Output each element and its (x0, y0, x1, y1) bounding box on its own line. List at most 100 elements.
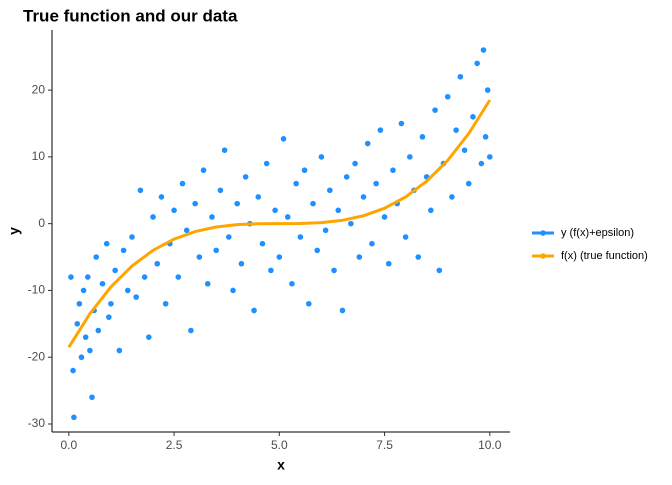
point (318, 154, 325, 160)
point (428, 207, 434, 214)
y-tick-label: 10 (32, 149, 46, 163)
point (196, 254, 203, 260)
point (93, 254, 100, 260)
point (486, 154, 493, 160)
point (68, 274, 74, 280)
point (89, 394, 95, 401)
point (373, 180, 379, 187)
point (251, 307, 257, 314)
point (348, 220, 354, 227)
point (369, 240, 375, 247)
point (297, 234, 304, 240)
point (116, 347, 123, 354)
point (95, 327, 102, 334)
point (230, 287, 236, 294)
point (301, 167, 308, 174)
point (112, 267, 118, 274)
point (480, 47, 487, 53)
point (284, 214, 291, 220)
point (70, 367, 76, 374)
point (268, 267, 274, 274)
point (289, 280, 295, 287)
point (137, 187, 144, 194)
point (238, 260, 245, 267)
point (87, 347, 93, 354)
point (234, 200, 241, 207)
point (82, 334, 89, 340)
point (390, 167, 396, 174)
point (402, 234, 409, 240)
point (133, 294, 139, 300)
point (419, 134, 426, 140)
point (470, 114, 476, 120)
point (171, 207, 177, 214)
y-axis-label: y (6, 227, 22, 235)
y-tick-label: -30 (28, 416, 46, 430)
point (99, 280, 106, 287)
x-tick-label: 2.5 (166, 438, 183, 452)
legend-key-point (540, 230, 546, 236)
point (183, 227, 190, 234)
point (385, 260, 392, 267)
point (398, 120, 405, 127)
point (465, 180, 472, 187)
point (209, 214, 215, 220)
point (436, 267, 443, 274)
point (263, 160, 270, 167)
x-tick-label: 7.5 (376, 438, 393, 452)
point (478, 160, 485, 167)
line (67, 99, 492, 348)
point (407, 154, 413, 160)
point (259, 240, 266, 247)
point (108, 300, 114, 307)
point (444, 93, 451, 100)
point (335, 207, 342, 214)
legend-label: f(x) (true function) (561, 250, 648, 262)
point (162, 300, 169, 307)
point (364, 140, 371, 147)
point (226, 234, 232, 240)
point (352, 160, 358, 167)
point (106, 314, 112, 320)
point (124, 287, 131, 294)
point (310, 200, 316, 207)
point (255, 194, 262, 200)
point (322, 227, 329, 234)
point (449, 194, 455, 200)
point (175, 274, 182, 280)
x-tick-label: 5.0 (271, 438, 288, 452)
point (432, 107, 438, 113)
point (78, 354, 85, 361)
point (84, 274, 91, 280)
point (120, 247, 127, 254)
point (146, 334, 152, 340)
x-tick-label: 10.0 (478, 438, 502, 452)
point (204, 280, 211, 287)
point (453, 127, 459, 133)
point (200, 167, 207, 174)
y-tick-label: 20 (32, 82, 46, 96)
point (80, 287, 87, 294)
y-tick-label: -10 (28, 283, 46, 297)
point (272, 207, 278, 214)
point (213, 247, 219, 254)
point (377, 127, 384, 133)
point (415, 254, 422, 260)
point (356, 254, 363, 260)
point (217, 187, 224, 194)
point (331, 267, 337, 274)
point (103, 240, 110, 247)
x-axis-label: x (277, 457, 285, 473)
chart-title: True function and our data (23, 6, 238, 25)
point (179, 180, 186, 187)
point (158, 194, 165, 200)
point (221, 147, 228, 153)
point (150, 214, 156, 220)
point (192, 200, 198, 207)
point (314, 247, 321, 254)
point (280, 136, 287, 142)
point (141, 274, 148, 280)
point (484, 87, 491, 93)
point (276, 254, 283, 260)
